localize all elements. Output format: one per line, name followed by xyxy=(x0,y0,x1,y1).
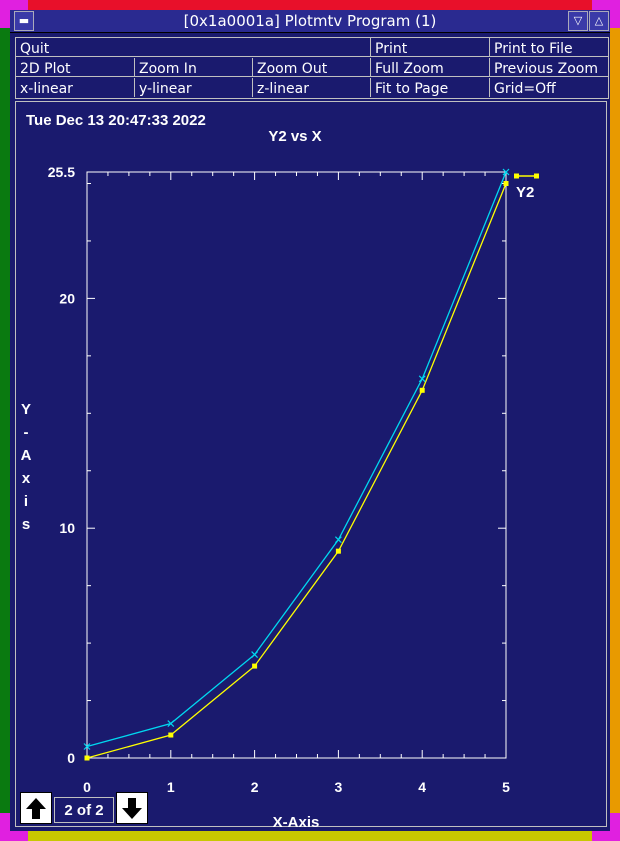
y-axis-label-char: - xyxy=(24,424,29,441)
series-line-1 xyxy=(86,171,507,748)
timestamp: Tue Dec 13 20:47:33 2022 xyxy=(26,112,206,129)
data-point xyxy=(168,732,174,738)
menu-panel: Quit Print Print to File 2D Plot Zoom In… xyxy=(15,37,609,99)
x-axis-label: X-Axis xyxy=(273,814,320,831)
arrow-up-icon xyxy=(26,798,46,819)
frame-bottom-border[interactable] xyxy=(0,831,620,841)
zoom-in-button[interactable]: Zoom In xyxy=(135,58,253,77)
zoom-out-button[interactable]: Zoom Out xyxy=(253,58,371,77)
page-up-button[interactable] xyxy=(20,792,52,824)
x-tick-label: 4 xyxy=(418,779,426,795)
print-button[interactable]: Print xyxy=(371,38,490,57)
page-indicator: 2 of 2 xyxy=(54,797,114,823)
y-axis-label-char: x xyxy=(22,470,31,487)
data-point xyxy=(503,180,509,186)
quit-button[interactable]: Quit xyxy=(16,38,371,57)
y-tick-label: 0 xyxy=(67,750,75,766)
y-axis-label-char: s xyxy=(22,516,30,533)
fit-to-page-button[interactable]: Fit to Page xyxy=(371,78,490,97)
previous-zoom-button[interactable]: Previous Zoom xyxy=(490,58,608,77)
legend-marker xyxy=(514,173,519,179)
series-line-0 xyxy=(86,183,507,759)
data-point xyxy=(335,548,341,554)
x-tick-label: 1 xyxy=(167,779,175,795)
arrow-down-icon xyxy=(122,798,142,819)
data-point xyxy=(167,720,175,727)
grid-toggle-button[interactable]: Grid=Off xyxy=(494,81,556,97)
data-point xyxy=(334,536,342,544)
x-tick-label: 3 xyxy=(335,779,343,795)
y-tick-label: 25.5 xyxy=(48,164,75,180)
chart-title: Y2 vs X xyxy=(268,128,322,145)
frame-top-border[interactable] xyxy=(0,0,620,10)
page-down-button[interactable] xyxy=(116,792,148,824)
frame-right-border[interactable] xyxy=(610,0,620,841)
y-tick-label: 20 xyxy=(59,290,75,306)
data-point xyxy=(251,651,259,659)
data-point xyxy=(83,743,91,750)
x-tick-label: 0 xyxy=(83,779,91,795)
frame-left-border[interactable] xyxy=(0,0,10,841)
data-point xyxy=(419,387,425,393)
y-axis-label-char: i xyxy=(24,493,28,510)
title-bar[interactable]: ▬ [0x1a0001a] Plotmtv Program (1) ▽ △ xyxy=(10,10,610,33)
y-axis-label-char: A xyxy=(21,447,32,464)
y-tick-label: 10 xyxy=(59,520,75,536)
x-tick-label: 5 xyxy=(502,779,510,795)
window-title: [0x1a0001a] Plotmtv Program (1) xyxy=(183,12,437,30)
y-linear-button[interactable]: y-linear xyxy=(135,78,253,97)
z-linear-button[interactable]: z-linear xyxy=(253,78,371,97)
data-point xyxy=(84,755,90,761)
y-axis-label-char: Y xyxy=(21,401,31,418)
legend-marker xyxy=(534,173,539,179)
x-linear-button[interactable]: x-linear xyxy=(16,78,135,97)
data-point xyxy=(418,375,426,383)
data-point xyxy=(502,168,510,176)
print-to-file-button[interactable]: Print to File xyxy=(490,38,608,57)
full-zoom-button[interactable]: Full Zoom xyxy=(371,58,490,77)
plot-frame xyxy=(86,171,507,759)
minimize-icon[interactable]: ▽ xyxy=(568,11,588,31)
x-tick-label: 2 xyxy=(251,779,259,795)
plot-panel xyxy=(15,101,607,827)
window-menu-icon[interactable]: ▬ xyxy=(14,11,34,31)
2d-plot-button[interactable]: 2D Plot xyxy=(16,58,135,77)
maximize-icon[interactable]: △ xyxy=(589,11,609,31)
legend-label: Y2 xyxy=(516,184,534,201)
client-area xyxy=(10,33,610,831)
data-point xyxy=(252,663,258,669)
